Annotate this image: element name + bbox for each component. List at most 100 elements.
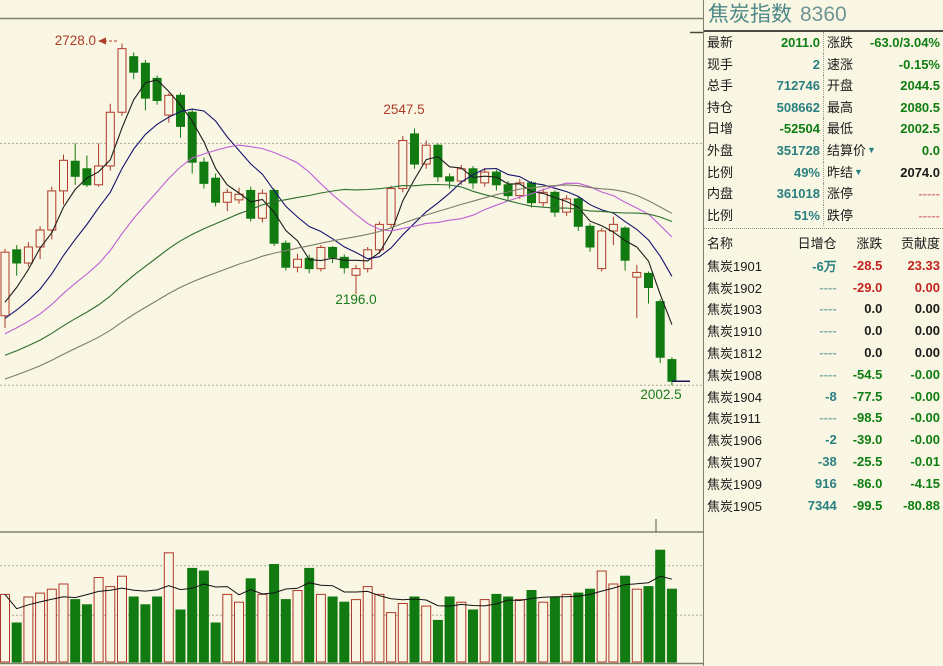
contract-change: -98.5 bbox=[852, 410, 883, 426]
candle-up bbox=[234, 193, 244, 201]
quote-row: 最新 2011.0 涨跌 -63.0/3.04% bbox=[704, 32, 943, 54]
quote-cell: 结算价 ▼ 0.0 bbox=[823, 139, 943, 162]
contract-name: 焦炭1906 bbox=[707, 433, 762, 449]
contract-contribution: -80.88 bbox=[903, 497, 940, 513]
volume-bar-down bbox=[11, 622, 22, 663]
annotation-peak-2547: 2547.5 bbox=[383, 102, 424, 117]
quote-value: ----- bbox=[918, 186, 940, 202]
quote-label: 持仓 bbox=[707, 99, 734, 115]
candle-down bbox=[304, 257, 314, 270]
volume-bar-down bbox=[444, 596, 455, 663]
contract-contribution: 0.00 bbox=[914, 279, 940, 295]
contract-row[interactable]: 焦炭1908 ---- -54.5 -0.00 bbox=[704, 363, 943, 385]
quote-value: 2011.0 bbox=[780, 35, 820, 50]
contract-row[interactable]: 焦炭1902 ---- -29.0 0.00 bbox=[704, 276, 943, 298]
ma-line-4 bbox=[4, 79, 673, 325]
contract-row[interactable]: 焦炭1910 ---- 0.0 0.00 bbox=[704, 320, 943, 342]
contract-change: -25.5 bbox=[852, 453, 883, 469]
quote-label: 比例 bbox=[707, 207, 734, 223]
quote-label: 日增 bbox=[707, 121, 734, 137]
candle-down bbox=[503, 184, 513, 197]
candle-up bbox=[23, 246, 33, 264]
quote-cell: 速涨 -0.15% bbox=[823, 53, 943, 76]
volume-bar-up bbox=[0, 593, 10, 663]
contract-name: 焦炭1908 bbox=[707, 367, 762, 383]
candle-up bbox=[59, 159, 68, 192]
quote-value: 361018 bbox=[776, 186, 820, 202]
volume-bar-up bbox=[46, 588, 57, 663]
volume-bar-down bbox=[128, 596, 139, 663]
volume-bar-down bbox=[573, 592, 584, 663]
volume-bar-down bbox=[549, 596, 560, 663]
volume-bar-up bbox=[421, 605, 432, 663]
volume-bar-up bbox=[292, 590, 303, 663]
contract-name: 焦炭1904 bbox=[707, 389, 762, 405]
quote-cell: 现手 2 bbox=[704, 54, 823, 76]
quote-label: 总手 bbox=[707, 78, 734, 94]
quote-row: 比例 49% 昨结 ▼ 2074.0 bbox=[704, 161, 943, 184]
contract-name: 焦炭1909 bbox=[707, 476, 762, 492]
contract-oi-change: -8 bbox=[825, 388, 837, 404]
quote-label: 比例 bbox=[707, 164, 734, 180]
quote-label: 涨跌 bbox=[827, 35, 854, 50]
candle-up bbox=[456, 168, 466, 182]
quote-label: 最低 bbox=[827, 121, 854, 137]
candle-down bbox=[70, 160, 80, 177]
quote-label: 外盘 bbox=[707, 142, 734, 158]
quote-cell: 最低 2002.5 bbox=[823, 118, 943, 140]
annotation-low-2002: 2002.5 bbox=[640, 387, 681, 402]
contract-change: -39.0 bbox=[852, 432, 883, 448]
contract-row[interactable]: 焦炭1907 -38 -25.5 -0.01 bbox=[704, 451, 943, 473]
candle-down bbox=[246, 189, 256, 219]
contract-row[interactable]: 焦炭1905 7344 -99.5 -80.88 bbox=[704, 494, 943, 516]
volume-ma-line bbox=[4, 575, 673, 610]
quote-row: 内盘 361018 涨停 ----- bbox=[704, 183, 943, 205]
contract-change: 0.0 bbox=[864, 301, 883, 317]
contract-row[interactable]: 焦炭1904 -8 -77.5 -0.00 bbox=[704, 385, 943, 407]
volume-bar-down bbox=[70, 599, 81, 663]
contract-row[interactable]: 焦炭1909 916 -86.0 -4.15 bbox=[704, 472, 943, 494]
contract-name: 焦炭1903 bbox=[707, 302, 762, 318]
instrument-code: 8360 bbox=[800, 3, 847, 26]
column-header[interactable]: 涨跌 bbox=[856, 236, 883, 252]
contract-row[interactable]: 焦炭1911 ---- -98.5 -0.00 bbox=[704, 407, 943, 429]
annotation-high-2728: 2728.0 bbox=[55, 33, 96, 48]
quote-cell: 开盘 2044.5 bbox=[823, 75, 943, 97]
volume-bar-up bbox=[397, 603, 408, 663]
quote-cell: 昨结 ▼ 2074.0 bbox=[823, 161, 943, 184]
candle-up bbox=[0, 251, 10, 317]
column-header[interactable]: 名称 bbox=[707, 236, 734, 252]
column-header[interactable]: 贡献度 bbox=[900, 236, 940, 252]
candle-up bbox=[421, 144, 431, 165]
ma-line-45 bbox=[4, 184, 673, 380]
contract-contribution: -0.01 bbox=[910, 453, 940, 469]
quote-row: 外盘 351728 结算价 ▼ 0.0 bbox=[704, 139, 943, 162]
quote-value: 0.0 bbox=[921, 142, 940, 158]
volume-bar-down bbox=[140, 604, 151, 663]
quote-value: -0.15% bbox=[898, 56, 940, 72]
instrument-title[interactable]: 焦炭指数 8360 bbox=[704, 0, 943, 32]
contract-contribution: -0.00 bbox=[910, 388, 940, 404]
quote-value: 49% bbox=[793, 164, 820, 180]
contract-row[interactable]: 焦炭1903 ---- 0.0 0.00 bbox=[704, 298, 943, 320]
contract-contribution: -0.00 bbox=[910, 410, 940, 426]
quote-value: 712746 bbox=[776, 78, 820, 94]
quote-summary: 最新 2011.0 涨跌 -63.0/3.04% 现手 2 速涨 -0.15% 总手 712746… bbox=[704, 32, 943, 227]
ma-line-9 bbox=[4, 108, 673, 319]
contract-row[interactable]: 焦炭1901 -6万 -28.5 23.33 bbox=[704, 254, 943, 276]
volume-bar-down bbox=[175, 609, 186, 663]
volume-bar-down bbox=[304, 567, 315, 663]
contract-oi-change: ---- bbox=[819, 323, 837, 339]
candlestick-volume-chart[interactable]: 2728.0 2547.5 2196.0 2002.5 bbox=[0, 0, 703, 666]
column-header[interactable]: 日增仓 bbox=[797, 236, 837, 252]
dropdown-arrow-icon[interactable]: ▼ bbox=[854, 166, 863, 177]
volume-bar-up bbox=[596, 570, 607, 663]
quote-label: 内盘 bbox=[707, 186, 734, 202]
volume-bar-up bbox=[93, 577, 104, 663]
candle-up bbox=[222, 191, 232, 203]
dropdown-arrow-icon[interactable]: ▼ bbox=[867, 144, 876, 155]
contract-row[interactable]: 焦炭1906 -2 -39.0 -0.00 bbox=[704, 429, 943, 451]
contract-row[interactable]: 焦炭1812 ---- 0.0 0.00 bbox=[704, 342, 943, 364]
candle-down bbox=[550, 191, 560, 213]
contracts-header-row: 名称 日增仓 涨跌 贡献度 bbox=[704, 231, 943, 254]
